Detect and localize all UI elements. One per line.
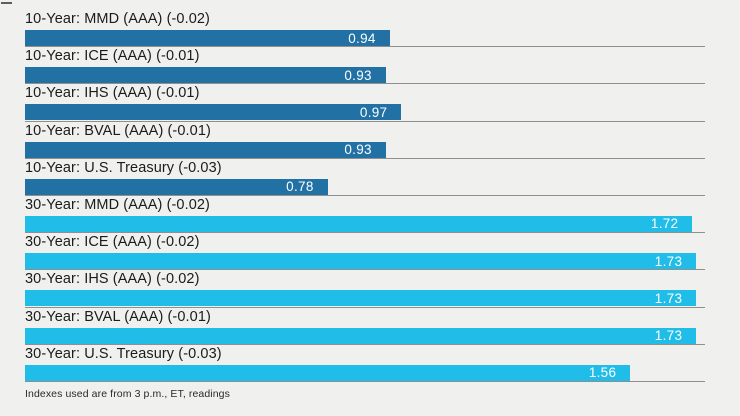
- bar-label: 30-Year: U.S. Treasury (-0.03): [25, 345, 222, 362]
- bar: 1.73: [25, 290, 697, 307]
- bar-label: 10-Year: BVAL (AAA) (-0.01): [25, 122, 211, 139]
- bar: 0.97: [25, 104, 402, 121]
- bar-value-label: 0.93: [344, 67, 372, 83]
- bar-value-label: 0.97: [359, 104, 388, 120]
- bar-label: 10-Year: IHS (AAA) (-0.01): [25, 85, 200, 102]
- bar-value-label: 1.56: [588, 365, 617, 381]
- bar: 1.73: [25, 253, 697, 270]
- bar: 0.78: [25, 178, 328, 195]
- bar: 0.93: [25, 67, 386, 84]
- chart-footnote: Indexes used are from 3 p.m., ET, readin…: [25, 387, 230, 400]
- bar: 1.73: [25, 327, 697, 344]
- bar-label: 10-Year: MMD (AAA) (-0.02): [25, 11, 210, 27]
- chart-row: 30-Year: MMD (AAA) (-0.02) 1.72: [25, 196, 705, 234]
- bar-value-label: 0.94: [348, 30, 376, 46]
- chart-row: 10-Year: IHS (AAA) (-0.01) 0.97: [25, 84, 705, 122]
- chart-rows: 10-Year: MMD (AAA) (-0.02) 0.94 10-Year:…: [25, 10, 705, 382]
- chart-row: 30-Year: ICE (AAA) (-0.02) 1.73: [25, 233, 705, 271]
- chart-row: 10-Year: MMD (AAA) (-0.02) 0.94: [25, 10, 705, 48]
- yields-bar-chart: 10-Year: MMD (AAA) (-0.02) 0.94 10-Year:…: [25, 10, 705, 400]
- bar-label: 30-Year: BVAL (AAA) (-0.01): [25, 308, 211, 325]
- chart-row: 10-Year: U.S. Treasury (-0.03) 0.78: [25, 159, 705, 196]
- bar: 1.72: [25, 215, 693, 232]
- bar: 0.94: [25, 30, 390, 46]
- bar: 1.56: [25, 364, 631, 381]
- bar-label: 30-Year: MMD (AAA) (-0.02): [25, 196, 210, 213]
- bar-value-label: 1.72: [650, 216, 679, 232]
- chart-row: 10-Year: BVAL (AAA) (-0.01) 0.93: [25, 122, 705, 159]
- bar-value-label: 1.73: [654, 328, 683, 343]
- chart-row: 30-Year: U.S. Treasury (-0.03) 1.56: [25, 345, 705, 382]
- bar-value-label: 1.73: [654, 253, 683, 269]
- bar-value-label: 0.93: [344, 142, 372, 158]
- chart-row: 30-Year: IHS (AAA) (-0.02) 1.73: [25, 270, 705, 308]
- bar-label: 30-Year: ICE (AAA) (-0.02): [25, 234, 200, 251]
- bar-value-label: 0.78: [286, 179, 314, 195]
- bar-label: 10-Year: ICE (AAA) (-0.01): [25, 48, 200, 65]
- bar-label: 10-Year: U.S. Treasury (-0.03): [25, 159, 222, 176]
- chart-row: 10-Year: ICE (AAA) (-0.01) 0.93: [25, 47, 705, 85]
- crop-artifact-line: [1, 2, 12, 4]
- bar: 0.93: [25, 141, 386, 158]
- chart-row: 30-Year: BVAL (AAA) (-0.01) 1.73: [25, 308, 705, 345]
- bar-label: 30-Year: IHS (AAA) (-0.02): [25, 271, 200, 288]
- bar-value-label: 1.73: [654, 290, 683, 306]
